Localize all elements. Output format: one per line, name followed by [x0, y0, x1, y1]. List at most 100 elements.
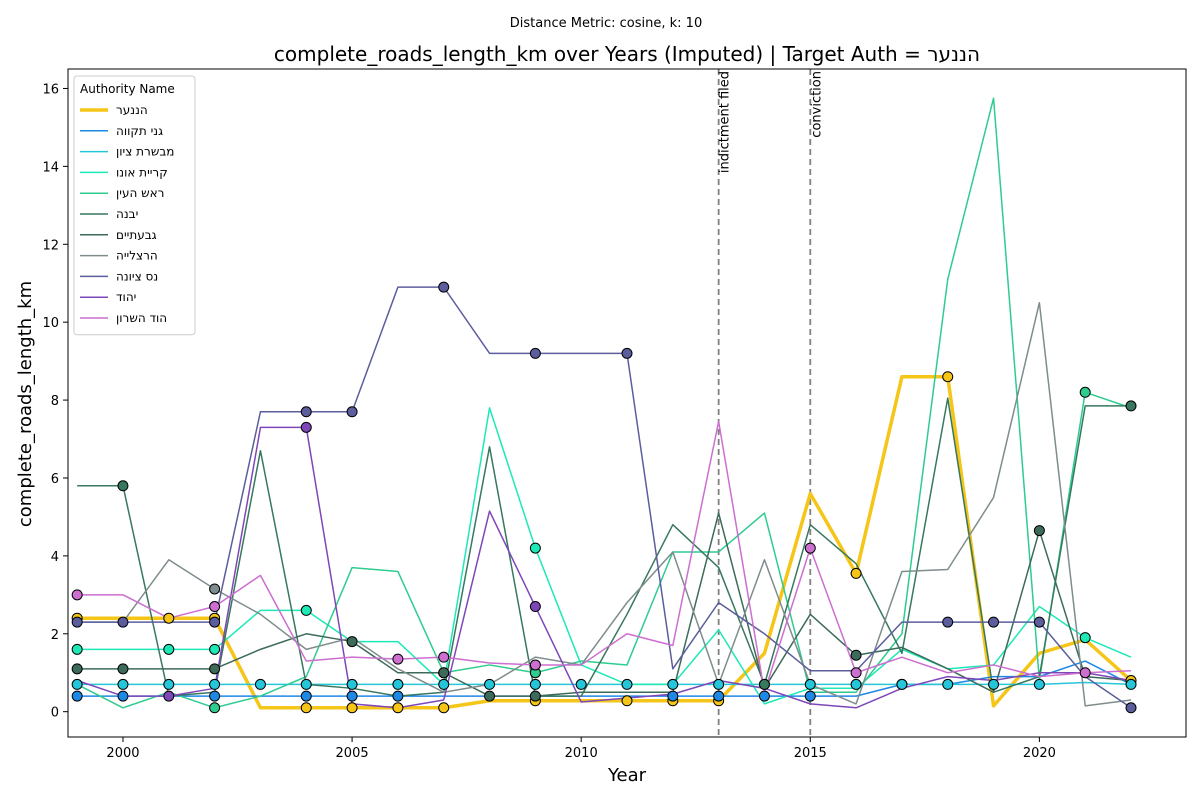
- series-4-point-2002: [209, 702, 221, 714]
- series-2-point-2004: [300, 678, 312, 690]
- series-1-point-1999: [71, 690, 83, 702]
- series-1-point-2002: [209, 690, 221, 702]
- legend-label-2: מבשרת ציון: [116, 145, 174, 159]
- legend-label-1: גני תקווה: [116, 124, 163, 138]
- series-line-1: [77, 660, 1132, 697]
- series-8-point-2009: [529, 347, 541, 359]
- y-tick-label-6: 6: [51, 472, 59, 487]
- series-8-point-2007: [438, 281, 450, 293]
- series-2-point-2005: [346, 678, 358, 690]
- series-2-point-2009: [529, 678, 541, 690]
- series-6-point-2005: [346, 636, 358, 648]
- series-3-point-2001: [163, 643, 175, 655]
- series-8-point-2018: [942, 616, 954, 628]
- series-1-point-2000: [117, 690, 129, 702]
- series-3-point-1999: [71, 643, 83, 655]
- series-0-point-2006: [392, 702, 404, 714]
- series-10-point-2021: [1079, 667, 1091, 679]
- legend-label-7: הרצלייה: [116, 249, 158, 263]
- series-8-point-2002: [209, 616, 221, 628]
- series-6-point-2008: [484, 690, 496, 702]
- y-tick-label-8: 8: [51, 394, 59, 409]
- series-line-6: [77, 512, 1132, 697]
- series-0-point-2004: [300, 702, 312, 714]
- x-axis-title: Year: [607, 765, 647, 786]
- y-tick-label-16: 16: [42, 82, 59, 97]
- series-6-point-1999: [71, 663, 83, 675]
- x-tick-label-2010: 2010: [565, 746, 598, 761]
- legend-label-9: יהוד: [116, 290, 136, 304]
- plot-area: indictment filed conviction: [71, 69, 1137, 737]
- series-1-point-2006: [392, 690, 404, 702]
- series-2-point-2010: [575, 678, 587, 690]
- series-6-point-2020: [1033, 525, 1045, 537]
- series-4-point-2021: [1079, 386, 1091, 398]
- series-line-7: [77, 301, 1132, 707]
- legend-title: Authority Name: [80, 82, 175, 96]
- series-1-point-2013: [713, 690, 725, 702]
- x-tick-label-2020: 2020: [1023, 746, 1056, 761]
- series-10-point-2015: [804, 542, 816, 554]
- legend-label-6: גבעתיים: [116, 228, 157, 242]
- series-1-point-2004: [300, 690, 312, 702]
- legend-label-8: נס ציונה: [116, 269, 158, 283]
- series-2-point-1999: [71, 678, 83, 690]
- series-5-point-2014: [758, 678, 770, 690]
- series-8-point-2011: [621, 347, 633, 359]
- event-label-0: indictment filed: [718, 71, 733, 173]
- axes: 2000 2005 2010 2015 2020 0 2 4 6 8 10 12 14 16: [42, 68, 1187, 761]
- series-9-point-2009: [529, 601, 541, 613]
- series-2-point-2007: [438, 678, 450, 690]
- series-line-9: [76, 426, 1132, 709]
- y-tick-label-0: 0: [51, 706, 59, 721]
- series-3-point-2002: [209, 643, 221, 655]
- series-2-point-2006: [392, 678, 404, 690]
- x-tick-label-2005: 2005: [336, 746, 369, 761]
- legend: Authority Name הננער גני תקווה מבשרת ציון קר…: [73, 75, 196, 336]
- series-line-0: [77, 374, 1133, 710]
- series-8-point-2005: [346, 406, 358, 418]
- series-3-point-2009: [529, 542, 541, 554]
- series-line-4: [76, 97, 1132, 709]
- chart-title: complete_roads_length_km over Years (Imp…: [274, 42, 980, 66]
- series-10-point-2006: [392, 653, 404, 665]
- series-5-point-2000: [117, 480, 129, 492]
- series-10-point-2007: [438, 651, 450, 663]
- series-9-point-2004: [300, 421, 312, 433]
- legend-label-5: יבנה: [116, 207, 138, 221]
- series-9-point-2001: [163, 690, 175, 702]
- series-6-point-2016: [850, 649, 862, 661]
- x-tick-label-2015: 2015: [794, 746, 827, 761]
- series-2-point-2019: [988, 678, 1000, 690]
- series-2-point-2012: [667, 678, 679, 690]
- y-tick-label-4: 4: [51, 550, 59, 565]
- series-2-point-2018: [942, 678, 954, 690]
- series-6-point-2002: [209, 663, 221, 675]
- axes-frame: [67, 68, 1187, 738]
- series-2-point-2003: [254, 678, 266, 690]
- series-7-point-2002: [209, 583, 221, 595]
- series-3-point-2004: [300, 604, 312, 616]
- legend-label-3: קריית אונו: [116, 165, 168, 179]
- y-tick-label-2: 2: [51, 628, 59, 643]
- series-3-point-2021: [1079, 632, 1091, 644]
- series-10-point-2002: [209, 601, 221, 613]
- series-0-point-2005: [346, 702, 358, 714]
- series-1-point-2012: [667, 690, 679, 702]
- series-8-point-2004: [300, 406, 312, 418]
- series-8-point-1999: [71, 616, 83, 628]
- series-2-point-2015: [804, 678, 816, 690]
- series-2-point-2017: [896, 678, 908, 690]
- series-6-point-2007: [438, 667, 450, 679]
- y-tick-label-10: 10: [42, 316, 59, 331]
- legend-box: [73, 75, 196, 336]
- series-0-point-2001: [163, 612, 175, 624]
- series-2-point-2002: [209, 678, 221, 690]
- x-tick-label-2000: 2000: [106, 746, 139, 761]
- legend-label-10: הוד השרון: [116, 311, 167, 325]
- series-8-point-2022: [1125, 702, 1137, 714]
- series-1-point-2015: [804, 690, 816, 702]
- series-line-2: [77, 681, 1132, 686]
